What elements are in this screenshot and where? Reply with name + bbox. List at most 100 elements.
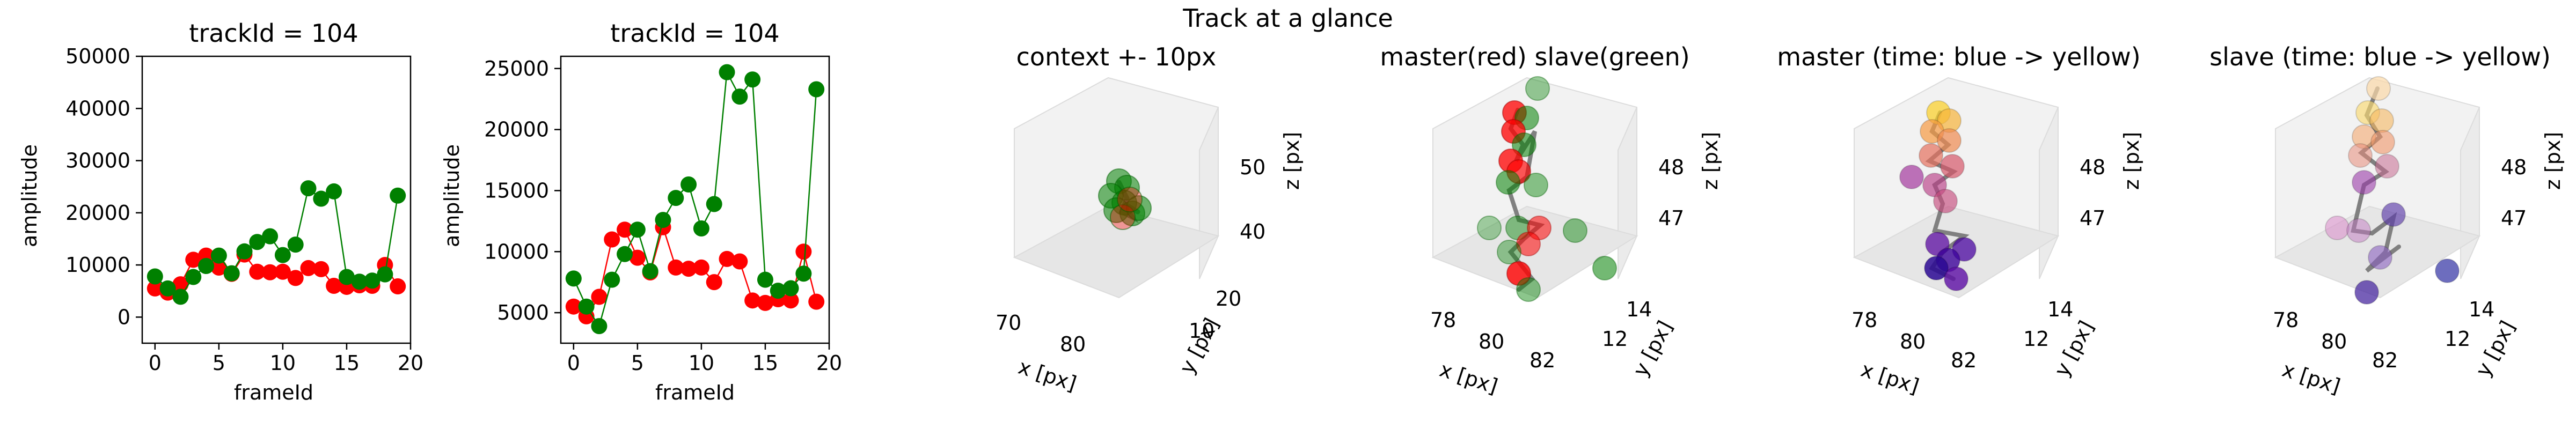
chart5-point [1924,256,1949,280]
chart5-ztick: 48 [2080,156,2105,179]
chart5-zlabel: z [px] [2120,132,2143,190]
chart3-ytick: 10 [1189,319,1214,343]
chart4-xaxis-ticks: 78 80 82 x [px] [1430,308,1555,398]
chart1-series-0-point [274,263,291,280]
chart3-panes [1013,77,1220,299]
chart6-point [2366,76,2391,101]
chart1-series-0-point [172,276,189,293]
chart2-xtick-label: 15 [752,351,778,375]
chart2-series-1-point [731,88,748,105]
chart4-point [1592,256,1617,280]
chart1-series-1-point [338,269,355,285]
chart5-point [1919,143,1943,168]
chart6-zaxis-ticks: 48 47 z [px] [2501,132,2565,230]
chart1-series-1-point [172,289,189,305]
chart1-xtick-label: 0 [149,351,162,375]
chart1-series-1-point [300,180,317,197]
chart2-series-1-point [629,221,646,238]
chart4-point [1516,232,1541,256]
chart2-series-0-point [629,249,646,266]
chart4-xtick: 80 [1479,330,1504,353]
chart2-series-1-point [680,176,697,193]
chart1-ytick-label: 10000 [65,253,130,277]
chart2-series-0-point [782,292,799,309]
chart1-series-0-point [300,260,317,276]
chart6-point [2368,245,2392,270]
chart6-points [2325,76,2460,305]
chart2-series-0-point [808,293,825,310]
chart5-xtick: 82 [1951,349,1977,372]
chart1-series-1-point [274,247,291,263]
chart3-yaxis-ticks: 20 10 y [px] [1175,287,1241,378]
chart5-xlabel: x [px] [1858,358,1922,398]
chart4-point [1516,277,1541,302]
chart1-series-0-point [210,259,227,276]
chart4-point [1563,218,1587,243]
chart3-floor-pane [1013,205,1220,299]
chart5-ytick: 14 [2047,298,2073,321]
chart2-series-0-point [604,231,620,248]
chart2-series-1-point [655,212,671,228]
chart5-point [1899,165,1924,189]
chart4-zlabel: z [px] [1699,132,1722,190]
chart2-series-0-point [706,274,722,291]
chart6-point [2375,154,2399,179]
chart5-point [1933,189,1958,213]
chart6-ztick: 47 [2501,206,2527,230]
chart6-point [2381,202,2406,227]
chart1-series-0-point [313,261,330,277]
chart4-point [1477,216,1502,240]
chart1-series-1-point [287,236,304,253]
chart3-ztick: 50 [1240,156,1265,179]
3d-master-time-plot: master (time: blue -> yellow) 48 [1777,42,2143,398]
chart4-point [1506,261,1531,286]
chart6-point [2325,216,2350,240]
chart1-plot-frame [141,55,412,344]
chart1-series-0-point [287,270,304,286]
chart2-series-1-point [719,64,735,80]
chart1-xtick-label: 20 [398,351,423,375]
chart1-series-1-point [223,265,240,282]
chart4-ylabel: y [px] [1628,317,1677,381]
chart1-series-0-point [390,278,406,294]
chart2-series-1-point [642,263,658,279]
chart5-point [1944,267,1968,291]
chart1-series-1-point [377,266,393,283]
chart2-series-1-point [693,220,709,236]
chart2-series-1-point [617,246,633,262]
chart1-series-0-point [326,278,342,294]
chart4-point [1512,132,1536,157]
chart3-xlabel: x [px] [1015,355,1079,396]
chart1-series-0-point [249,263,266,280]
chart4-ztick: 48 [1658,156,1684,179]
chart3-ytick: 20 [1216,287,1241,310]
chart2-series-0-point [680,261,697,277]
chart3-xtick: 80 [1060,332,1086,356]
chart2-series-1-point [808,81,825,98]
amplitude-chart-1: trackId = 104 frameId amplitude 0 5 10 15 20… [18,19,423,404]
chart1-series-1-point [326,183,342,199]
chart1-ylabel: amplitude [18,144,41,247]
chart4-xtick: 82 [1529,349,1555,372]
chart5-ytick: 12 [2023,327,2049,351]
chart1-series-1-point [210,247,227,264]
chart2-series-0-point [744,292,761,309]
chart6-point [2348,143,2373,168]
chart2-series-0-point [565,298,582,315]
3d-master-slave-plot: master(red) slave(green) [1380,42,1722,398]
chart5-xaxis-ticks: 78 80 82 x [px] [1851,308,1977,398]
chart2-ytick-label: 15000 [484,179,549,202]
3d-context-plot: context +- 10px 50 40 z [px] 70 80 [996,42,1304,396]
chart6-yaxis-ticks: 14 12 y [px] [2445,298,2520,380]
chart1-ytick-label: 40000 [65,97,130,120]
chart3-zlabel: z [px] [1280,132,1304,190]
chart1-series-1-point [262,228,279,245]
chart4-point [1497,240,1521,264]
chart4-yaxis-ticks: 14 12 y [px] [1602,298,1677,380]
chart3-point [1110,204,1136,230]
chart1-xlabel: frameId [234,381,313,404]
chart4-ztick: 47 [1658,206,1684,230]
chart2-series-0-point [617,221,633,238]
chart2-series-1-point [604,271,620,288]
